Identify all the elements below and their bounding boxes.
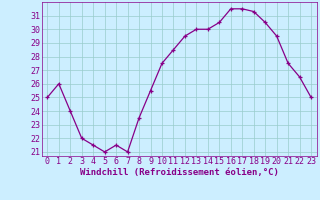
X-axis label: Windchill (Refroidissement éolien,°C): Windchill (Refroidissement éolien,°C) [80, 168, 279, 177]
